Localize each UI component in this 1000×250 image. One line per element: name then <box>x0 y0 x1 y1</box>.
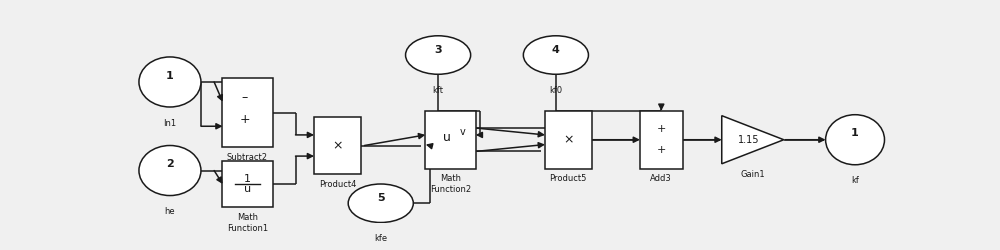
Text: kft: kft <box>433 86 444 95</box>
Ellipse shape <box>139 57 201 107</box>
Text: 1: 1 <box>166 71 174 81</box>
Text: 1: 1 <box>851 128 859 138</box>
Text: Add3: Add3 <box>650 174 672 184</box>
FancyBboxPatch shape <box>640 111 683 168</box>
Text: Gain1: Gain1 <box>740 170 765 178</box>
Text: ×: × <box>332 139 343 152</box>
Ellipse shape <box>406 36 471 74</box>
FancyBboxPatch shape <box>545 111 592 168</box>
Text: 5: 5 <box>377 194 385 203</box>
Text: he: he <box>165 207 175 216</box>
Ellipse shape <box>348 184 413 222</box>
Text: kfe: kfe <box>374 234 387 243</box>
Polygon shape <box>722 116 784 164</box>
Ellipse shape <box>139 146 201 196</box>
Ellipse shape <box>826 115 885 165</box>
Text: kf0: kf0 <box>549 86 562 95</box>
Text: Subtract2: Subtract2 <box>227 153 268 162</box>
Text: ×: × <box>563 133 574 146</box>
FancyBboxPatch shape <box>314 116 361 174</box>
Text: –: – <box>242 91 248 104</box>
FancyBboxPatch shape <box>425 111 476 168</box>
Text: 1: 1 <box>244 174 251 184</box>
Text: 1.15: 1.15 <box>738 135 760 145</box>
Text: Math
Function2: Math Function2 <box>430 174 471 195</box>
Text: In1: In1 <box>163 118 177 128</box>
Text: kf: kf <box>851 176 859 185</box>
Text: 3: 3 <box>434 45 442 55</box>
Text: +: + <box>657 124 666 134</box>
FancyBboxPatch shape <box>222 161 273 207</box>
Text: Product5: Product5 <box>550 174 587 184</box>
Text: v: v <box>459 127 465 137</box>
Text: Math
Function1: Math Function1 <box>227 213 268 233</box>
Text: 4: 4 <box>552 45 560 55</box>
FancyBboxPatch shape <box>222 78 273 148</box>
Text: +: + <box>240 113 250 126</box>
Ellipse shape <box>523 36 588 74</box>
Text: 2: 2 <box>166 159 174 169</box>
Text: +: + <box>657 145 666 155</box>
Text: u: u <box>244 184 251 194</box>
Text: u: u <box>443 131 451 144</box>
Text: Product4: Product4 <box>319 180 356 189</box>
